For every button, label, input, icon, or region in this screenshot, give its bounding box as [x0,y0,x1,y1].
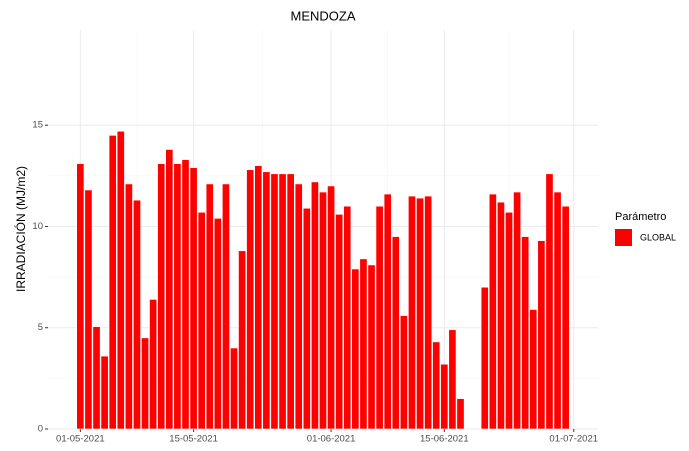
x-tick-label: 15-05-2021 [169,434,218,445]
bar [238,250,247,430]
bar [505,211,513,430]
bar [100,355,109,430]
bar [545,173,554,430]
x-tick-label: 01-07-2021 [549,434,598,445]
bar [165,149,174,430]
bar [157,163,166,430]
legend-key [615,229,632,246]
bar [197,211,206,430]
y-tick-label: 15 [32,120,43,131]
bar [497,201,505,430]
bar [375,205,384,430]
y-tick-label: 0 [38,424,43,435]
bar [246,169,255,430]
bar [440,363,449,430]
bar [76,163,85,430]
legend-label: GLOBAL [640,232,676,242]
bar [335,214,344,430]
bar [116,130,125,430]
bar [286,173,295,430]
bar [302,207,311,430]
bar [529,309,538,430]
y-tick-label: 5 [38,322,43,333]
bar [521,236,530,430]
bar [456,398,465,430]
bar [513,191,522,430]
bar [448,329,457,430]
bar [351,268,360,430]
bar [294,183,303,430]
bar [173,163,182,430]
x-tick-label: 01-06-2021 [307,434,356,445]
bar [141,337,149,430]
x-tick-label: 15-06-2021 [420,434,469,445]
bar [270,173,279,430]
bar [254,165,263,430]
bar [367,264,376,430]
bar [108,135,117,430]
bar [432,341,441,430]
bar [205,183,214,430]
y-axis-label: IRRADIACIÓN (MJ/m2) [13,166,28,292]
bar [488,193,497,430]
bar [84,189,93,430]
bar [537,240,546,430]
bar [561,205,570,430]
bar [416,197,424,430]
bar [278,173,287,430]
bar [480,286,489,430]
bar [149,299,158,430]
bar [133,199,141,430]
y-tick-label: 10 [32,221,43,232]
bar [391,236,400,430]
bar [399,315,408,430]
bar [424,195,433,430]
bar [319,191,327,430]
bar [310,181,319,430]
bar [262,171,271,430]
bar [181,159,190,430]
bar [553,191,562,430]
chart-title: MENDOZA [291,8,356,23]
bar [343,205,352,430]
bar [408,195,416,430]
bar [213,218,222,430]
bar [383,193,392,430]
bar [222,183,230,430]
bar [92,326,101,430]
legend-title: Parámetro [615,211,666,223]
bar [124,183,133,430]
x-tick-label: 01-05-2021 [56,434,105,445]
bar [327,185,336,430]
bar [359,258,368,430]
bar [230,347,238,430]
bar [189,167,198,430]
